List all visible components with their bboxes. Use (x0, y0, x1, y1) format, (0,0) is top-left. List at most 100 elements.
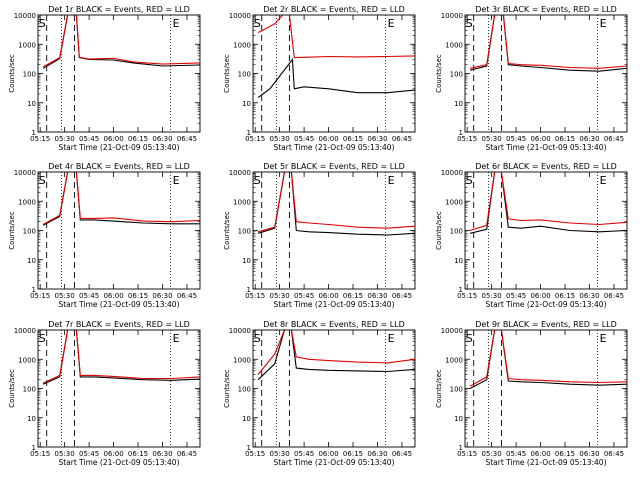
y-axis-label: Counts/sec (223, 211, 231, 250)
x-tick-label: 05:45 (79, 292, 99, 300)
y-tick-label: 1 (459, 286, 463, 294)
end-label: E (388, 174, 395, 187)
x-axis-label: Start Time (21-Oct-09 05:13:40) (273, 143, 394, 152)
y-tick-label: 10000 (14, 327, 36, 335)
x-tick-label: 06:30 (579, 450, 599, 458)
panel-title: Det 4r BLACK = Events, RED = LLD (48, 162, 190, 171)
x-tick-label: 06:30 (367, 135, 387, 143)
panel-6: Det 6r BLACK = Events, RED = LLD 1 10 100 10… (435, 162, 628, 309)
panel-title: Det 5r BLACK = Events, RED = LLD (263, 162, 405, 171)
y-tick-label: 1000 (445, 198, 463, 206)
x-tick-label: 06:30 (367, 292, 387, 300)
y-tick-label: 10 (242, 415, 251, 423)
y-tick-label: 10000 (229, 169, 251, 177)
y-tick-label: 10000 (14, 169, 36, 177)
y-tick-label: 10 (27, 257, 36, 265)
y-tick-label: 100 (238, 71, 251, 79)
y-tick-label: 1 (32, 444, 36, 452)
y-tick-label: 1000 (18, 41, 36, 49)
x-tick-label: 06:00 (318, 450, 338, 458)
panel-2: Det 2r BLACK = Events, RED = LLD 1 10 100 10… (223, 5, 416, 152)
series-line-lld (257, 330, 415, 375)
panel-5: Det 5r BLACK = Events, RED = LLD 1 10 100 10… (223, 162, 416, 309)
y-tick-label: 10 (27, 415, 36, 423)
y-axis-label: Counts/sec (223, 369, 231, 408)
panel-title: Det 7r BLACK = Events, RED = LLD (48, 320, 190, 329)
plot-frame (37, 329, 201, 448)
panel-7: Det 7r BLACK = Events, RED = LLD 1 10 100 10… (8, 320, 201, 467)
y-tick-label: 10000 (441, 12, 463, 20)
series-line-lld (42, 15, 200, 68)
x-axis-label: Start Time (21-Oct-09 05:13:40) (58, 300, 179, 309)
plot-frame (37, 14, 201, 133)
y-tick-label: 10 (454, 415, 463, 423)
panel-title: Det 2r BLACK = Events, RED = LLD (263, 5, 405, 14)
y-tick-label: 10 (242, 257, 251, 265)
x-tick-label: 06:45 (392, 450, 412, 458)
x-tick-label: 05:15 (245, 135, 265, 143)
x-tick-label: 05:45 (294, 292, 314, 300)
y-tick-label: 1 (247, 286, 251, 294)
y-axis-label: Counts/sec (223, 54, 231, 93)
x-axis-label: Start Time (21-Oct-09 05:13:40) (485, 300, 606, 309)
x-tick-label: 06:45 (604, 292, 624, 300)
y-tick-label: 1000 (445, 356, 463, 364)
y-tick-label: 100 (450, 386, 463, 394)
x-tick-label: 06:15 (343, 292, 363, 300)
y-tick-label: 100 (450, 228, 463, 236)
x-tick-label: 06:30 (367, 450, 387, 458)
end-label: E (388, 17, 395, 30)
y-tick-label: 1 (32, 129, 36, 137)
start-label: S (39, 174, 46, 187)
series-line-lld (257, 172, 415, 233)
x-tick-label: 05:30 (55, 292, 75, 300)
x-tick-label: 06:30 (152, 450, 172, 458)
end-label: E (600, 17, 607, 30)
x-tick-label: 05:15 (457, 135, 477, 143)
y-tick-label: 1 (459, 129, 463, 137)
y-tick-label: 1 (32, 286, 36, 294)
x-tick-label: 06:30 (579, 292, 599, 300)
start-label: S (39, 332, 46, 345)
plot-frame (252, 171, 416, 290)
plot-frame (37, 171, 201, 290)
plot-frame (464, 14, 628, 133)
x-tick-label: 06:15 (128, 135, 148, 143)
y-tick-label: 100 (238, 228, 251, 236)
x-axis-label: Start Time (21-Oct-09 05:13:40) (58, 458, 179, 467)
x-tick-label: 06:15 (555, 135, 575, 143)
y-axis-label: Counts/sec (8, 54, 16, 93)
plot-frame (464, 329, 628, 448)
y-tick-label: 100 (23, 228, 36, 236)
x-tick-label: 05:45 (294, 135, 314, 143)
x-tick-label: 06:15 (128, 450, 148, 458)
panel-title: Det 1r BLACK = Events, RED = LLD (48, 5, 190, 14)
y-axis-label: Counts/sec (435, 211, 443, 250)
x-tick-label: 06:15 (343, 450, 363, 458)
start-label: S (466, 17, 473, 30)
series-line-lld (42, 172, 200, 225)
x-tick-label: 06:45 (604, 135, 624, 143)
panel-title: Det 6r BLACK = Events, RED = LLD (475, 162, 617, 171)
y-tick-label: 100 (450, 71, 463, 79)
x-tick-label: 05:45 (294, 450, 314, 458)
x-tick-label: 06:30 (579, 135, 599, 143)
plot-frame (252, 329, 416, 448)
x-tick-label: 06:00 (103, 135, 123, 143)
start-label: S (254, 17, 261, 30)
x-tick-label: 05:30 (270, 450, 290, 458)
start-label: S (39, 17, 46, 30)
x-tick-label: 05:45 (506, 292, 526, 300)
x-tick-label: 05:30 (482, 292, 502, 300)
y-axis-label: Counts/sec (435, 369, 443, 408)
start-label: S (254, 174, 261, 187)
y-axis-label: Counts/sec (8, 211, 16, 250)
end-label: E (600, 332, 607, 345)
y-tick-label: 10 (454, 100, 463, 108)
y-tick-label: 1000 (233, 41, 251, 49)
y-tick-label: 10000 (229, 12, 251, 20)
x-axis-label: Start Time (21-Oct-09 05:13:40) (273, 458, 394, 467)
series-line-lld (257, 15, 415, 59)
x-tick-label: 05:30 (55, 135, 75, 143)
